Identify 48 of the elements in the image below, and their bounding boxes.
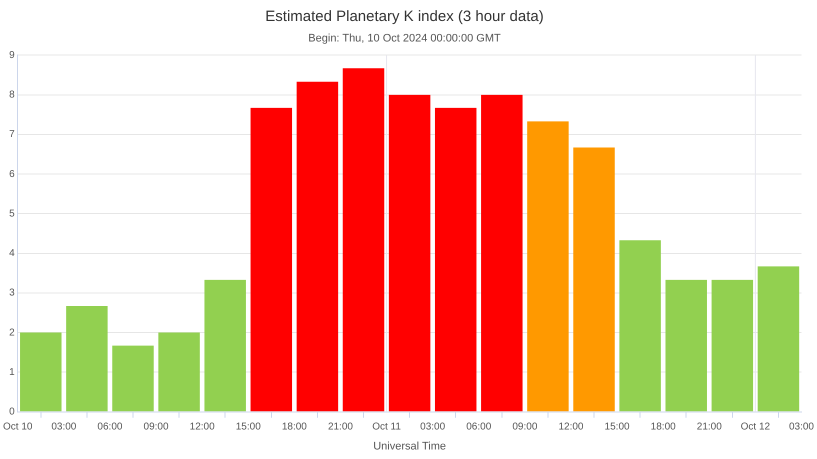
bar <box>158 332 200 412</box>
y-tick-label: 3 <box>9 288 16 299</box>
bar <box>20 332 62 412</box>
x-tick-label: Oct 12 <box>740 422 771 433</box>
bar <box>250 108 292 412</box>
bar <box>112 346 154 412</box>
bar <box>434 108 476 412</box>
y-tick-label: 2 <box>9 327 16 338</box>
y-tick-label: 6 <box>9 168 16 180</box>
y-tick-label: 4 <box>9 248 16 260</box>
x-tick-label: 03:00 <box>420 422 446 433</box>
bar <box>388 94 430 412</box>
chart-subtitle: Begin: Thu, 10 Oct 2024 00:00:00 GMT <box>308 32 501 45</box>
x-tick-label: 21:00 <box>328 422 354 433</box>
x-tick-label: 15:00 <box>236 422 262 433</box>
bar <box>758 266 800 412</box>
x-tick-label: Oct 11 <box>372 422 402 433</box>
x-tick-label: 15:00 <box>604 422 630 433</box>
x-tick-label: Oct 10 <box>2 422 33 433</box>
bar <box>296 82 338 412</box>
y-tick-label: 0 <box>9 406 16 418</box>
x-tick-label: 12:00 <box>558 422 584 433</box>
x-tick-label: 06:00 <box>97 422 123 433</box>
y-tick-label: 1 <box>9 366 16 378</box>
bar <box>481 94 523 412</box>
bar <box>665 280 707 412</box>
bar <box>66 306 108 412</box>
x-tick-label: 18:00 <box>650 422 676 433</box>
chart-title: Estimated Planetary K index (3 hour data) <box>265 8 544 26</box>
x-tick-label: 21:00 <box>696 422 722 433</box>
x-tick-label: 18:00 <box>282 422 308 433</box>
x-tick-label: 09:00 <box>512 422 538 433</box>
y-tick-label: 7 <box>9 129 16 140</box>
x-axis-title: Universal Time <box>373 440 446 452</box>
bar <box>204 280 246 412</box>
bar <box>527 121 569 412</box>
bar <box>712 280 754 412</box>
bar <box>573 148 615 412</box>
x-tick-label: 12:00 <box>190 422 216 433</box>
bar <box>619 240 661 412</box>
x-tick-label: 03:00 <box>51 422 77 433</box>
x-tick-label: 09:00 <box>144 422 169 433</box>
bar <box>342 68 384 412</box>
x-tick-label: 06:00 <box>466 422 492 433</box>
y-tick-label: 8 <box>9 90 16 101</box>
y-tick-label: 9 <box>9 50 16 61</box>
y-tick-label: 5 <box>9 208 16 220</box>
x-tick-label: 03:00 <box>788 422 814 433</box>
